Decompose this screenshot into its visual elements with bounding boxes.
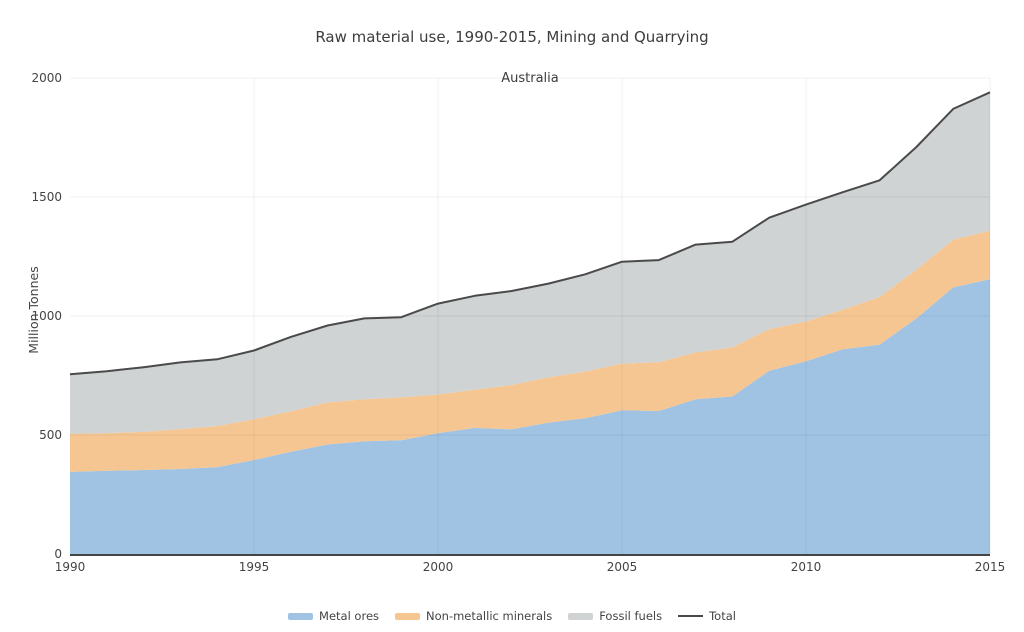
legend-swatch-metal-ores	[288, 612, 314, 620]
x-tick-label: 2010	[790, 560, 822, 574]
area-fossil-fuels	[70, 92, 990, 434]
x-tick-label: 2015	[974, 560, 1006, 574]
legend-item-fossil-fuels[interactable]: Fossil fuels	[568, 609, 662, 623]
chart-title: Raw material use, 1990-2015, Mining and …	[315, 28, 709, 46]
y-tick-label: 1500	[31, 190, 62, 204]
legend-label: Fossil fuels	[599, 609, 663, 623]
y-tick-label: 2000	[31, 71, 62, 85]
x-tick-label: 1995	[238, 560, 270, 574]
area-non-metallic-minerals	[70, 230, 990, 472]
legend-item-total[interactable]: Total	[678, 609, 736, 623]
y-tick-label: 1000	[31, 309, 62, 323]
legend-swatch-fossil-fuels	[568, 612, 594, 620]
chart-subtitle: Australia	[501, 71, 559, 86]
total-line	[69, 91, 991, 376]
chart-legend: Metal ores Non-metallic minerals Fossil fu…	[0, 605, 1024, 627]
area-metal-ores	[70, 279, 990, 554]
x-tick-label: 2005	[606, 560, 638, 574]
x-tick-label: 2000	[422, 560, 454, 574]
legend-item-metal-ores[interactable]: Metal ores	[288, 609, 379, 623]
y-tick-label: 500	[39, 428, 62, 442]
legend-label: Total	[709, 609, 736, 623]
legend-label: Metal ores	[319, 609, 380, 623]
legend-item-non-metallic-minerals[interactable]: Non-metallic minerals	[395, 609, 552, 623]
legend-swatch-total	[678, 615, 704, 617]
legend-label: Non-metallic minerals	[426, 609, 553, 623]
legend-swatch-non-metallic-minerals	[395, 612, 421, 620]
x-tick-label: 1990	[54, 560, 86, 574]
y-tick-label: 0	[54, 547, 62, 561]
